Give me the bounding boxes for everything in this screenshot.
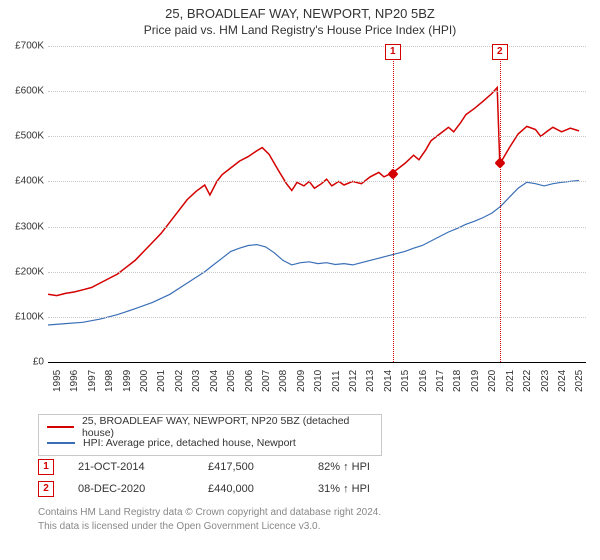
x-axis: 1995 1996 1997 1998 1999 2000 2001 2002 2003 2004… [48, 362, 586, 410]
sale-date: 08-DEC-2020 [78, 483, 208, 495]
y-tick-label: £200K [2, 266, 44, 277]
sale-price: £417,500 [208, 461, 318, 473]
x-tick-label: 2012 [348, 370, 359, 392]
x-tick-label: 1999 [122, 370, 133, 392]
sale-delta: 82% ↑ HPI [318, 461, 418, 473]
sale-marker-badge: 2 [38, 481, 54, 497]
legend-label: HPI: Average price, detached house, Newp… [83, 437, 296, 449]
y-tick-label: £300K [2, 221, 44, 232]
y-tick-label: £400K [2, 176, 44, 187]
x-tick-label: 2009 [296, 370, 307, 392]
legend-swatch [47, 442, 75, 444]
x-tick-label: 2002 [174, 370, 185, 392]
x-tick-label: 2015 [400, 370, 411, 392]
footer: Contains HM Land Registry data © Crown c… [38, 506, 381, 533]
titles: 25, BROADLEAF WAY, NEWPORT, NP20 5BZ Pri… [0, 0, 600, 37]
x-tick-label: 2018 [452, 370, 463, 392]
grid-line [48, 136, 586, 137]
x-tick-label: 2025 [574, 370, 585, 392]
x-tick-label: 1998 [104, 370, 115, 392]
x-tick-label: 2017 [435, 370, 446, 392]
sale-date: 21-OCT-2014 [78, 461, 208, 473]
x-tick-label: 2011 [331, 370, 342, 392]
x-tick-label: 2020 [487, 370, 498, 392]
grid-line [48, 227, 586, 228]
x-tick-label: 2021 [505, 370, 516, 392]
grid-line [48, 91, 586, 92]
x-tick-label: 1996 [69, 370, 80, 392]
sales-row: 1 21-OCT-2014 £417,500 82% ↑ HPI [38, 456, 418, 478]
x-tick-label: 1997 [87, 370, 98, 392]
grid-line [48, 317, 586, 318]
x-tick-label: 2004 [209, 370, 220, 392]
sale-vline [393, 46, 394, 362]
x-tick-label: 2010 [313, 370, 324, 392]
x-tick-label: 2022 [522, 370, 533, 392]
y-tick-label: £100K [2, 311, 44, 322]
legend-swatch [47, 426, 74, 428]
grid-line [48, 181, 586, 182]
sale-delta: 31% ↑ HPI [318, 483, 418, 495]
sale-marker-box: 2 [492, 44, 508, 60]
sales-table: 1 21-OCT-2014 £417,500 82% ↑ HPI 2 08-DE… [38, 456, 418, 500]
sale-price: £440,000 [208, 483, 318, 495]
chart-subtitle: Price paid vs. HM Land Registry's House … [0, 23, 600, 37]
sales-row: 2 08-DEC-2020 £440,000 31% ↑ HPI [38, 478, 418, 500]
x-tick-label: 2013 [365, 370, 376, 392]
plot-area: £0£100K£200K£300K£400K£500K£600K£700K12 [48, 46, 586, 363]
x-tick-label: 2001 [156, 370, 167, 392]
x-tick-label: 2000 [139, 370, 150, 392]
y-tick-label: £700K [2, 41, 44, 52]
x-tick-label: 2006 [244, 370, 255, 392]
series-svg [48, 46, 586, 362]
x-tick-label: 2007 [261, 370, 272, 392]
x-tick-label: 2014 [383, 370, 394, 392]
x-tick-label: 2003 [191, 370, 202, 392]
footer-line: Contains HM Land Registry data © Crown c… [38, 506, 381, 520]
x-tick-label: 2019 [470, 370, 481, 392]
chart-title: 25, BROADLEAF WAY, NEWPORT, NP20 5BZ [0, 6, 600, 21]
y-tick-label: £600K [2, 86, 44, 97]
footer-line: This data is licensed under the Open Gov… [38, 520, 381, 534]
legend-label: 25, BROADLEAF WAY, NEWPORT, NP20 5BZ (de… [82, 415, 373, 439]
x-tick-label: 2024 [557, 370, 568, 392]
grid-line [48, 272, 586, 273]
x-tick-label: 1995 [52, 370, 63, 392]
sale-marker-box: 1 [385, 44, 401, 60]
x-tick-label: 2016 [418, 370, 429, 392]
y-tick-label: £0 [2, 357, 44, 368]
legend: 25, BROADLEAF WAY, NEWPORT, NP20 5BZ (de… [38, 414, 382, 456]
sale-marker-badge: 1 [38, 459, 54, 475]
chart-container: 25, BROADLEAF WAY, NEWPORT, NP20 5BZ Pri… [0, 0, 600, 560]
y-tick-label: £500K [2, 131, 44, 142]
x-tick-label: 2005 [226, 370, 237, 392]
x-tick-label: 2008 [278, 370, 289, 392]
x-tick-label: 2023 [540, 370, 551, 392]
legend-item: 25, BROADLEAF WAY, NEWPORT, NP20 5BZ (de… [47, 419, 373, 435]
sale-vline [500, 46, 501, 362]
